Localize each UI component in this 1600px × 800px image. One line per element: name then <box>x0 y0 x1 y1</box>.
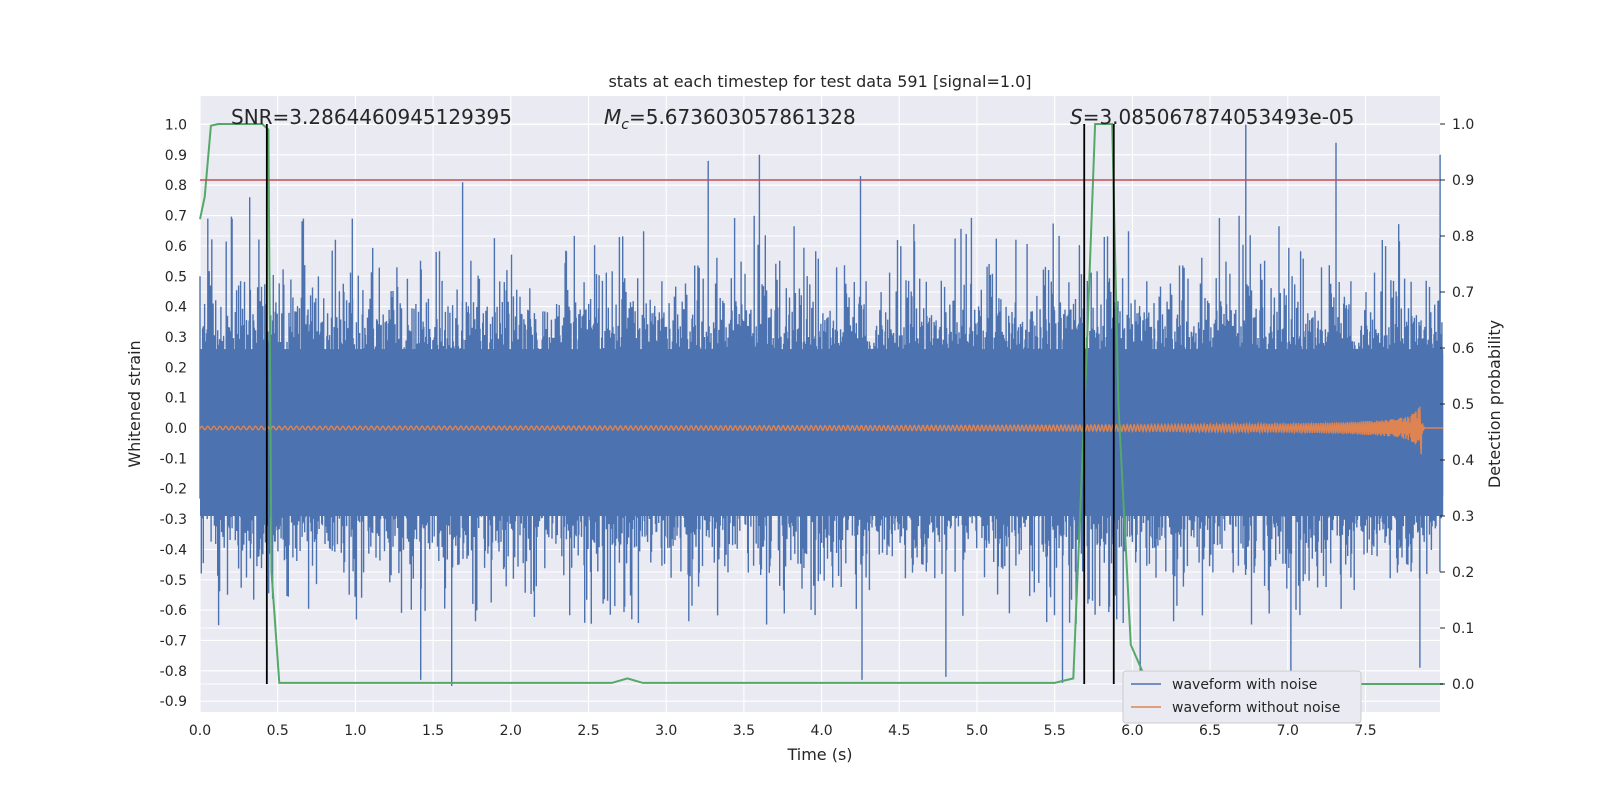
y2-tick-label: 0.0 <box>1452 677 1474 693</box>
y-tick-label: -0.1 <box>160 451 187 467</box>
y-tick-label: 0.6 <box>165 239 187 255</box>
x-tick-label: 7.0 <box>1277 723 1299 739</box>
x-tick-label: 5.5 <box>1044 723 1066 739</box>
y-tick-label: -0.6 <box>160 603 187 619</box>
x-tick-label: 6.5 <box>1199 723 1221 739</box>
x-tick-label: 0.0 <box>189 723 211 739</box>
y-tick-label: -0.5 <box>160 573 187 589</box>
x-tick-label: 1.5 <box>422 723 444 739</box>
chirp-mass-annotation: Mc=5.673603057861328 <box>604 105 856 133</box>
legend-label-clean: waveform without noise <box>1172 700 1340 716</box>
s-annotation: S=3.085067874053493e-05 <box>1070 105 1354 129</box>
snr-annotation: SNR=3.2864460945129395 <box>231 105 512 129</box>
y2-tick-label: 0.4 <box>1452 453 1474 469</box>
legend-box <box>1122 670 1362 724</box>
clean-waveform-series <box>199 406 1444 455</box>
axis-ticks: 0.0 0.5 1.0 1.5 2.0 2.5 3.0 3.5 4.0 4.5 5.0 5.5 6.0 6… <box>160 117 1475 739</box>
x-tick-label: 4.5 <box>888 723 910 739</box>
x-tick-label: 4.0 <box>810 723 832 739</box>
legend: waveform with noise waveform without noi… <box>1122 670 1362 724</box>
y2-tick-label: 1.0 <box>1452 117 1474 133</box>
x-tick-label: 1.0 <box>344 723 366 739</box>
chirp-mass-subscript: c <box>621 117 629 133</box>
x-axis-label: Time (s) <box>786 745 852 764</box>
noise-spikes <box>199 124 1444 686</box>
x-tick-label: 3.5 <box>733 723 755 739</box>
y-tick-label: 0.8 <box>165 178 187 194</box>
y2-tick-label: 0.3 <box>1452 509 1474 525</box>
y2-tick-label: 0.8 <box>1452 229 1474 245</box>
x-tick-label: 6.0 <box>1121 723 1143 739</box>
y-tick-label: 0.3 <box>165 330 187 346</box>
y2-tick-label: 0.7 <box>1452 285 1474 301</box>
x-tick-label: 2.0 <box>500 723 522 739</box>
detection-probability-series <box>199 123 1444 685</box>
y-tick-label: 0.1 <box>165 391 187 407</box>
y-tick-label: 0.5 <box>165 269 187 285</box>
x-tick-label: 7.5 <box>1354 723 1376 739</box>
vertical-markers <box>265 124 1115 684</box>
legend-label-noisy: waveform with noise <box>1172 677 1317 693</box>
y-tick-label: 0.7 <box>165 209 187 225</box>
s-symbol: S <box>1070 105 1083 129</box>
y2-tick-label: 0.2 <box>1452 565 1474 581</box>
chirp-mass-value: =5.673603057861328 <box>629 105 856 129</box>
y2-tick-label: 0.6 <box>1452 341 1474 357</box>
y2-tick-label: 0.1 <box>1452 621 1474 637</box>
y-tick-label: -0.7 <box>160 633 187 649</box>
y-tick-label: 0.9 <box>165 148 187 164</box>
x-tick-label: 5.0 <box>966 723 988 739</box>
y-tick-label: -0.8 <box>160 664 187 680</box>
y-tick-label: -0.4 <box>160 542 187 558</box>
x-tick-label: 2.5 <box>577 723 599 739</box>
y-tick-label: 0.4 <box>165 300 187 316</box>
y-tick-label: 0.2 <box>165 360 187 376</box>
y2-tick-label: 0.5 <box>1452 397 1474 413</box>
y-tick-label: -0.9 <box>160 694 187 710</box>
s-value: =3.085067874053493e-05 <box>1083 105 1355 129</box>
x-tick-label: 3.0 <box>655 723 677 739</box>
y-tick-label: 1.0 <box>165 118 187 134</box>
x-tick-label: 0.5 <box>267 723 289 739</box>
y-tick-label: -0.3 <box>160 512 187 528</box>
y2-axis-label: Detection probability <box>1485 320 1504 488</box>
y2-tick-label: 0.9 <box>1452 173 1474 189</box>
y-tick-label: 0.0 <box>165 421 187 437</box>
y-axis-label: Whitened strain <box>125 340 144 467</box>
probability-line <box>199 123 1444 685</box>
chirp-mass-symbol: M <box>604 105 621 129</box>
clean-chirp-line <box>199 406 1444 455</box>
y-tick-label: -0.2 <box>160 482 187 498</box>
chart-title: stats at each timestep for test data 591… <box>608 72 1031 91</box>
